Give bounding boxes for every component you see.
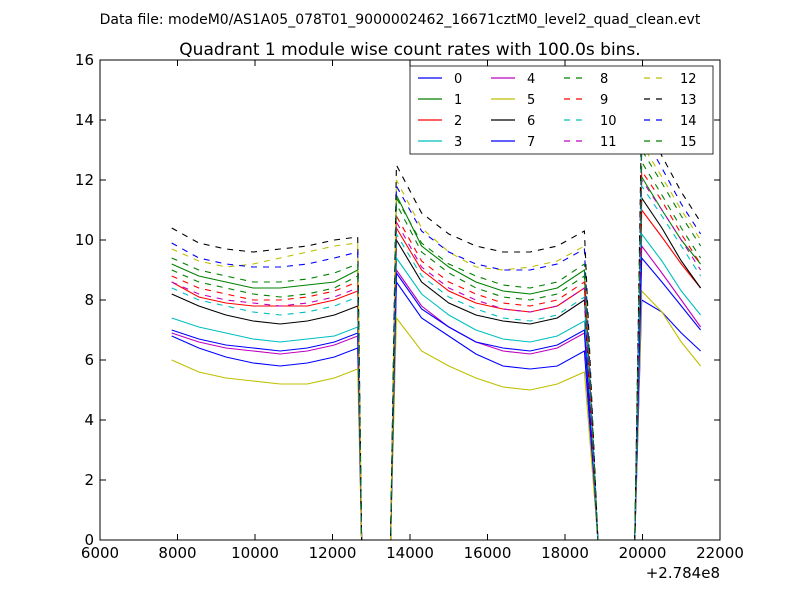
legend-label-8: 8 — [600, 72, 608, 87]
x-offset-label: +2.784e8 — [646, 564, 720, 582]
legend-label-2: 2 — [454, 114, 462, 129]
ticks-layer: 6000 8000 10000 12000 14000 16000 18000 20000 22… — [75, 51, 744, 562]
legend-label-3: 3 — [454, 135, 462, 150]
y-tick-label: 16 — [75, 51, 94, 69]
legend-label-0: 0 — [454, 72, 462, 87]
legend-label-14: 14 — [680, 114, 697, 129]
legend-label-13: 13 — [680, 93, 697, 108]
x-tick-label: 6000 — [81, 544, 119, 562]
legend-label-15: 15 — [680, 135, 697, 150]
y-tick-label: 8 — [84, 291, 94, 309]
y-tick-label: 0 — [84, 531, 94, 549]
legend-label-5: 5 — [527, 93, 535, 108]
y-tick-label: 4 — [84, 411, 94, 429]
y-tick-label: 2 — [84, 471, 94, 489]
legend-label-11: 11 — [600, 135, 617, 150]
chart-title: Quadrant 1 module wise count rates with … — [179, 40, 640, 60]
chart-suptitle: Data file: modeM0/AS1A05_078T01_90000024… — [100, 12, 701, 28]
legend-label-12: 12 — [680, 72, 697, 87]
y-tick-label: 12 — [75, 171, 94, 189]
legend-label-9: 9 — [600, 93, 608, 108]
y-tick-label: 10 — [75, 231, 94, 249]
legend-label-7: 7 — [527, 135, 535, 150]
x-tick-label: 14000 — [386, 544, 434, 562]
x-tick-label: 22000 — [696, 544, 744, 562]
x-tick-label: 18000 — [541, 544, 589, 562]
x-tick-label: 10000 — [231, 544, 279, 562]
series-line-9 — [171, 169, 702, 541]
y-tick-label: 14 — [75, 111, 94, 129]
x-tick-label: 12000 — [309, 544, 357, 562]
series-line-10 — [171, 184, 702, 541]
y-tick-label: 6 — [84, 351, 94, 369]
legend-label-1: 1 — [454, 93, 462, 108]
legend-box — [409, 65, 714, 155]
legend-label-6: 6 — [527, 114, 535, 129]
legend-label-10: 10 — [600, 114, 617, 129]
legend-label-4: 4 — [527, 72, 535, 87]
x-tick-label: 8000 — [158, 544, 196, 562]
x-tick-label: 16000 — [464, 544, 512, 562]
x-tick-label: 20000 — [619, 544, 667, 562]
